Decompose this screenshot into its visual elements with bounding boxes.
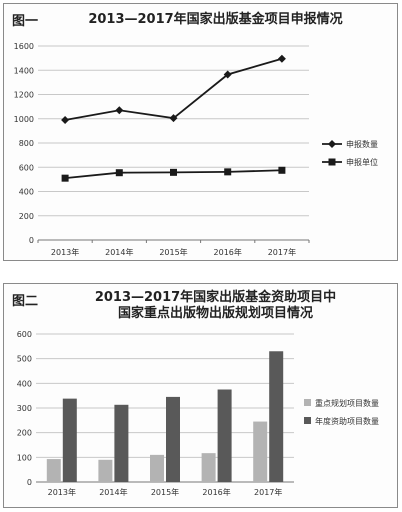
y-tick-label: 300 [17,404,32,413]
bar-series-2 [166,396,180,482]
y-tick-label: 1200 [14,91,34,100]
y-tick-label: 600 [17,330,32,339]
x-tick-label: 2013年 [51,247,79,257]
figure-1-label: 图一 [12,14,39,29]
y-tick-label: 0 [27,478,32,487]
figure-1-panel: 图一 2013—2017年国家出版基金项目申报情况 0 200 400 600 800 1… [3,3,398,261]
data-point-1 [277,54,286,63]
x-tick-label: 2015年 [159,247,187,257]
y-tick-label: 1600 [14,42,34,51]
data-point-1 [223,70,232,79]
y-tick-label: 500 [17,355,32,364]
y-tick-label: 0 [29,236,34,245]
legend-swatch-1 [304,399,311,406]
bar-series-1 [150,454,164,482]
bar-series-2 [62,398,77,482]
x-tick-label: 2017年 [254,487,282,497]
y-tick-label: 100 [17,453,32,462]
figure-2-panel: 图二 2013—2017年国家出版基金资助项目中 国家重点出版物出版规划项目情况… [3,283,398,508]
bar-series-2 [269,351,284,482]
figure-2-bar-chart: 0 100 200 300 400 500 600 2013年 2014年 2015年 2016年 2… [17,330,379,497]
data-point-2 [61,174,69,182]
x-tick-label: 2017年 [268,247,296,257]
bar-series-1 [253,421,268,482]
legend-label-1: 重点规划项目数量 [315,398,379,408]
data-point-2 [170,168,177,176]
x-tick-label: 2014年 [99,487,127,497]
x-tick-label: 2014年 [105,247,133,257]
x-tick-label: 2013年 [48,487,76,497]
y-tick-label: 400 [19,188,34,197]
figure-2-title-line2: 国家重点出版物出版规划项目情况 [117,306,313,321]
y-tick-label: 1000 [14,115,34,124]
bar-series-1 [201,453,216,482]
y-tick-label: 400 [17,379,32,388]
data-point-2 [224,168,232,176]
figure-2-label: 图二 [12,294,39,309]
figure-2-title-line1: 2013—2017年国家出版基金资助项目中 [94,290,337,305]
legend-label-2: 年度资助项目数量 [315,416,379,426]
bar-series-1 [46,459,61,482]
data-point-1 [61,115,70,124]
bar-series-2 [114,404,129,482]
data-point-2 [115,169,123,177]
y-tick-label: 800 [19,139,34,148]
data-point-2 [278,166,286,174]
figure-1-title: 2013—2017年国家出版基金项目申报情况 [88,12,343,27]
legend-label-1: 申报数量 [346,139,378,149]
x-tick-label: 2016年 [214,247,242,257]
figure-1-line-chart: 0 200 400 600 800 1000 1200 1400 1600 2013年 2014年 2… [14,42,378,257]
y-tick-label: 200 [19,212,34,221]
y-tick-label: 600 [19,163,34,172]
data-point-1 [169,114,178,123]
legend-marker-2 [328,158,336,166]
legend-swatch-2 [304,417,311,424]
legend-marker-1 [328,140,336,148]
legend-label-2: 申报单位 [346,157,378,167]
series-line-1 [64,57,283,121]
data-point-1 [115,106,124,115]
y-tick-label: 200 [17,429,32,438]
bar-series-1 [98,459,113,482]
y-tick-label: 1400 [14,66,34,75]
x-tick-label: 2016年 [202,487,230,497]
bar-series-2 [217,389,232,482]
x-tick-label: 2015年 [151,487,179,497]
